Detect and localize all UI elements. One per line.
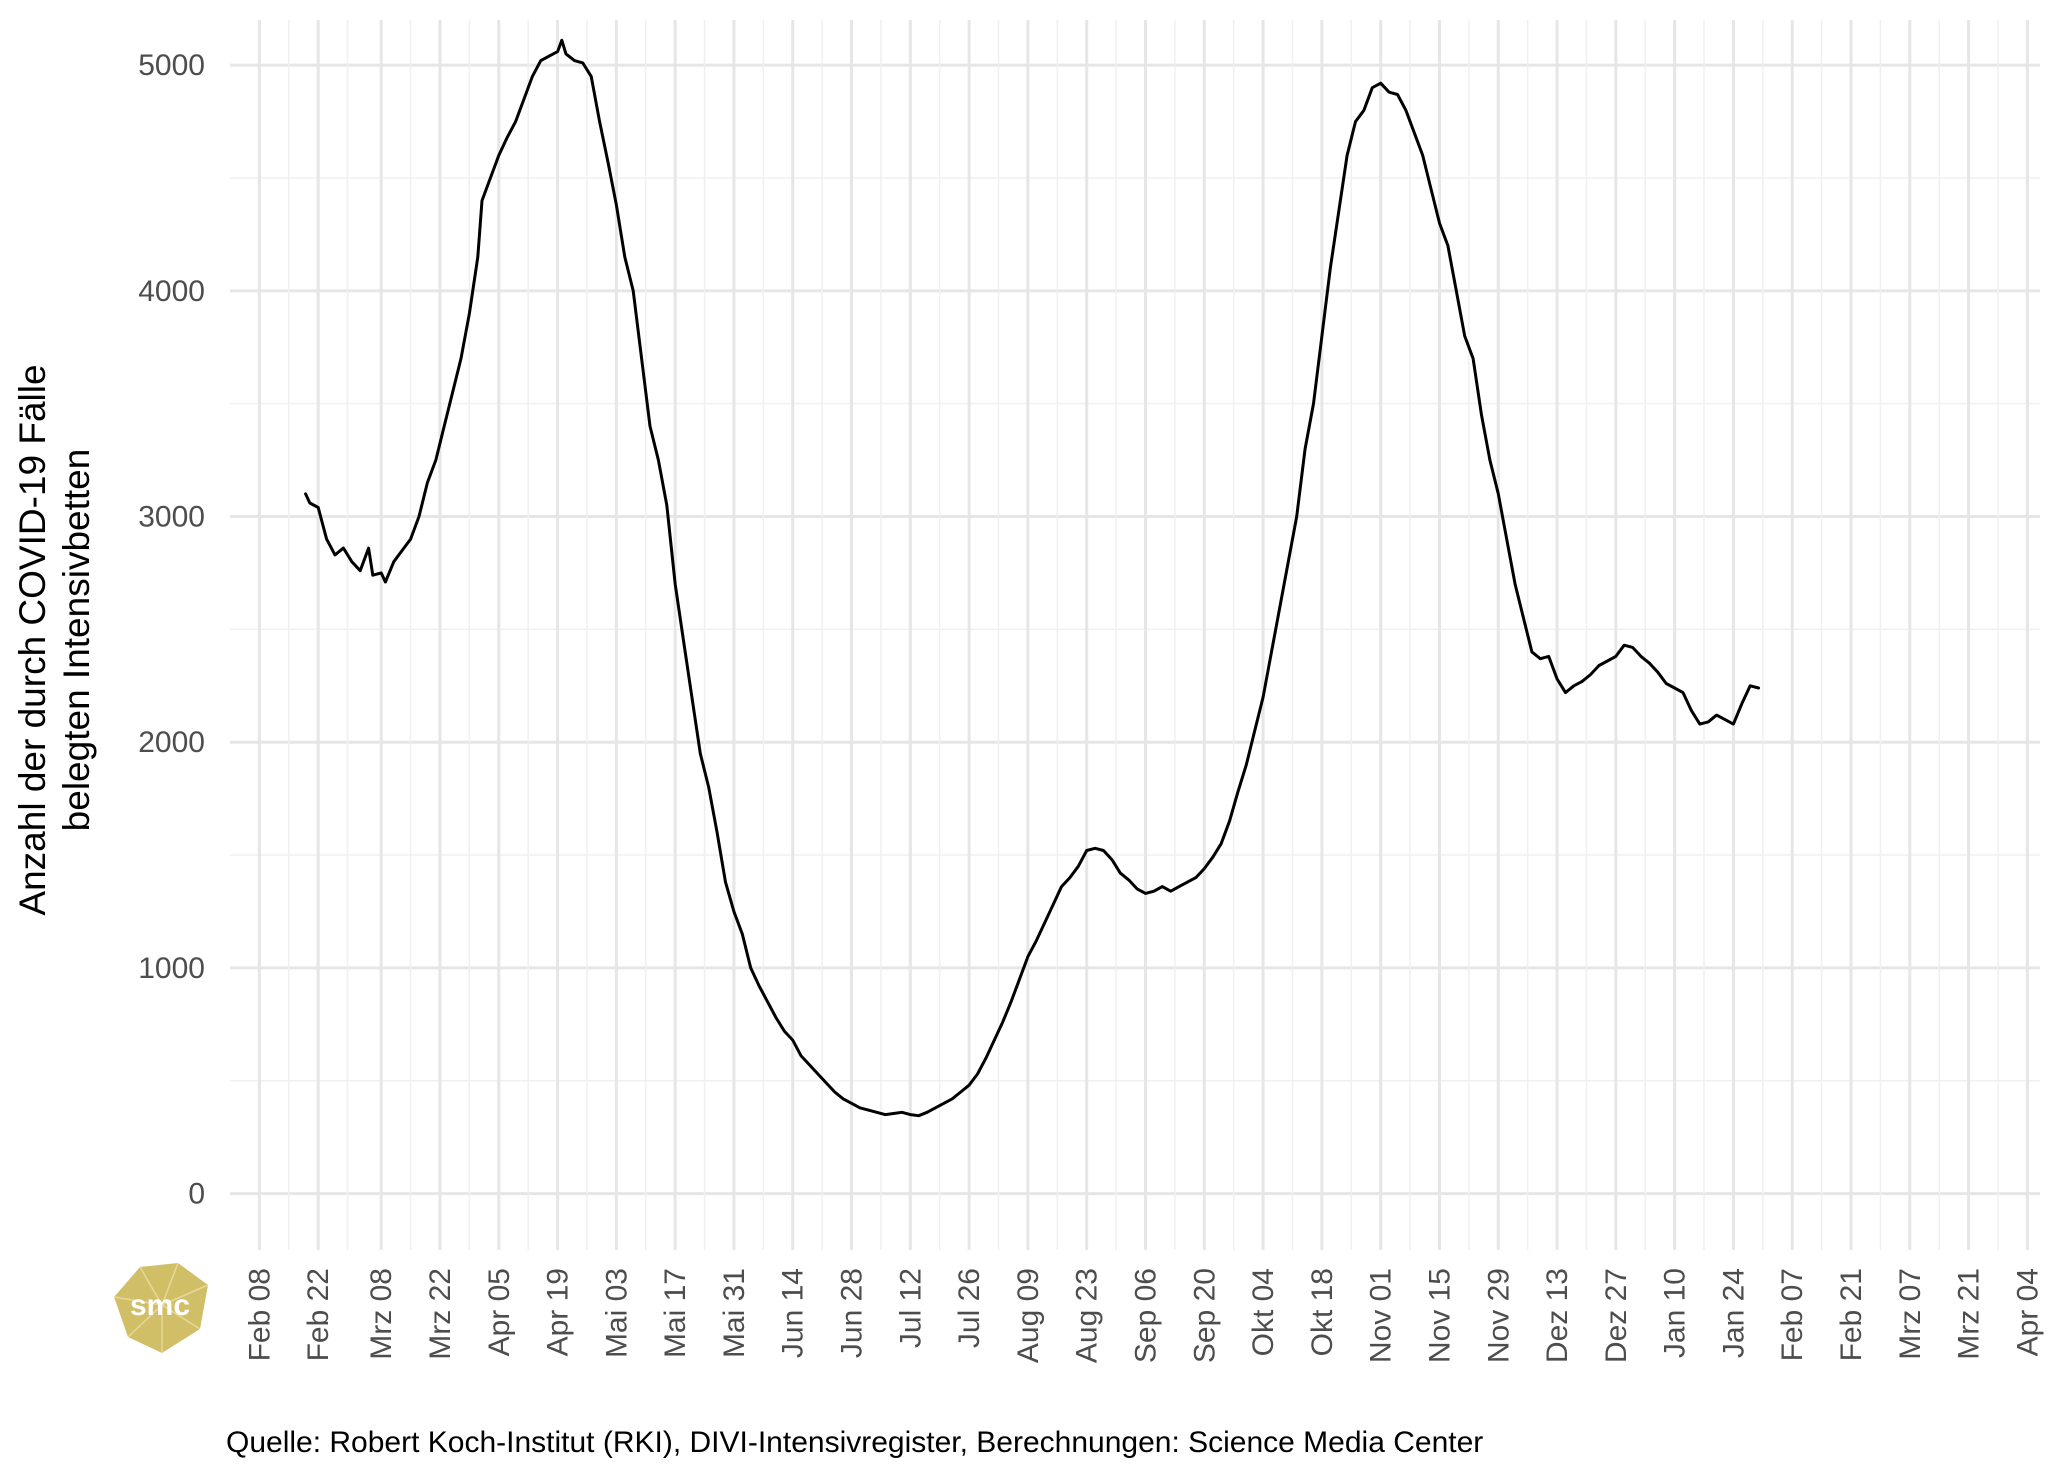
- x-tick-label: Mai 31: [718, 1268, 751, 1358]
- x-tick-label: Dez 27: [1600, 1268, 1633, 1363]
- y-tick-label: 2000: [138, 726, 205, 759]
- x-tick-label: Jul 26: [953, 1268, 986, 1348]
- x-tick-label: Nov 29: [1482, 1268, 1515, 1363]
- x-tick-label: Nov 15: [1423, 1268, 1456, 1363]
- x-axis-ticks: Feb 08 Feb 22 Mrz 08 Mrz 22 Apr 05 Apr 19 Mai …: [243, 1268, 2044, 1363]
- x-tick-label: Apr 04: [2011, 1268, 2044, 1356]
- y-tick-label: 4000: [138, 275, 205, 308]
- x-tick-label: Feb 08: [243, 1268, 276, 1361]
- x-tick-label: Jul 12: [894, 1268, 927, 1348]
- smc-logo: smc: [113, 1262, 209, 1353]
- logo-facets: [113, 1262, 209, 1353]
- x-tick-label: Mrz 22: [424, 1268, 457, 1360]
- x-tick-label: Mrz 08: [365, 1268, 398, 1360]
- logo-shape: [114, 1263, 208, 1353]
- x-tick-label: Mai 17: [659, 1268, 692, 1358]
- grid: [230, 20, 2040, 1250]
- x-tick-label: Jan 10: [1659, 1268, 1692, 1358]
- x-tick-label: Feb 21: [1835, 1268, 1868, 1361]
- x-tick-label: Dez 13: [1541, 1268, 1574, 1363]
- x-tick-label: Jun 28: [836, 1268, 869, 1358]
- y-tick-label: 0: [188, 1178, 205, 1211]
- series: [304, 38, 1761, 1118]
- x-tick-label: Apr 19: [542, 1268, 575, 1356]
- x-tick-label: Okt 04: [1247, 1268, 1280, 1356]
- y-tick-label: 5000: [138, 49, 205, 82]
- x-tick-label: Mrz 07: [1894, 1268, 1927, 1360]
- x-tick-label: Feb 22: [302, 1268, 335, 1361]
- x-tick-label: Mrz 21: [1953, 1268, 1986, 1360]
- x-tick-label: Feb 07: [1776, 1268, 1809, 1361]
- x-tick-label: Okt 18: [1306, 1268, 1339, 1356]
- logo-text: smc: [130, 1289, 190, 1322]
- x-tick-label: Sep 06: [1129, 1268, 1162, 1363]
- y-tick-label: 3000: [138, 501, 205, 534]
- y-axis-title-line-1: Anzahl der durch COVID-19 Fälle: [12, 364, 53, 916]
- x-tick-label: Mai 03: [600, 1268, 633, 1358]
- y-axis-title: Anzahl der durch COVID-19 Fälle belegten…: [11, 364, 99, 915]
- x-tick-label: Jun 14: [777, 1268, 810, 1358]
- x-tick-label: Nov 01: [1365, 1268, 1398, 1363]
- x-tick-label: Sep 20: [1188, 1268, 1221, 1363]
- x-tick-label: Aug 09: [1012, 1268, 1045, 1363]
- series-line: [304, 38, 1761, 1118]
- y-tick-label: 1000: [138, 952, 205, 985]
- y-axis-ticks: 0 1000 2000 3000 4000 5000: [138, 49, 205, 1210]
- y-axis-title-line-2: belegten Intensivbetten: [56, 448, 97, 832]
- x-tick-label: Apr 05: [483, 1268, 516, 1356]
- y-axis-title-wrap: Anzahl der durch COVID-19 Fälle belegten…: [0, 0, 120, 1462]
- x-tick-label: Jan 24: [1717, 1268, 1750, 1358]
- source-caption: Quelle: Robert Koch-Institut (RKI), DIVI…: [226, 1426, 1484, 1459]
- x-tick-label: Aug 23: [1071, 1268, 1104, 1363]
